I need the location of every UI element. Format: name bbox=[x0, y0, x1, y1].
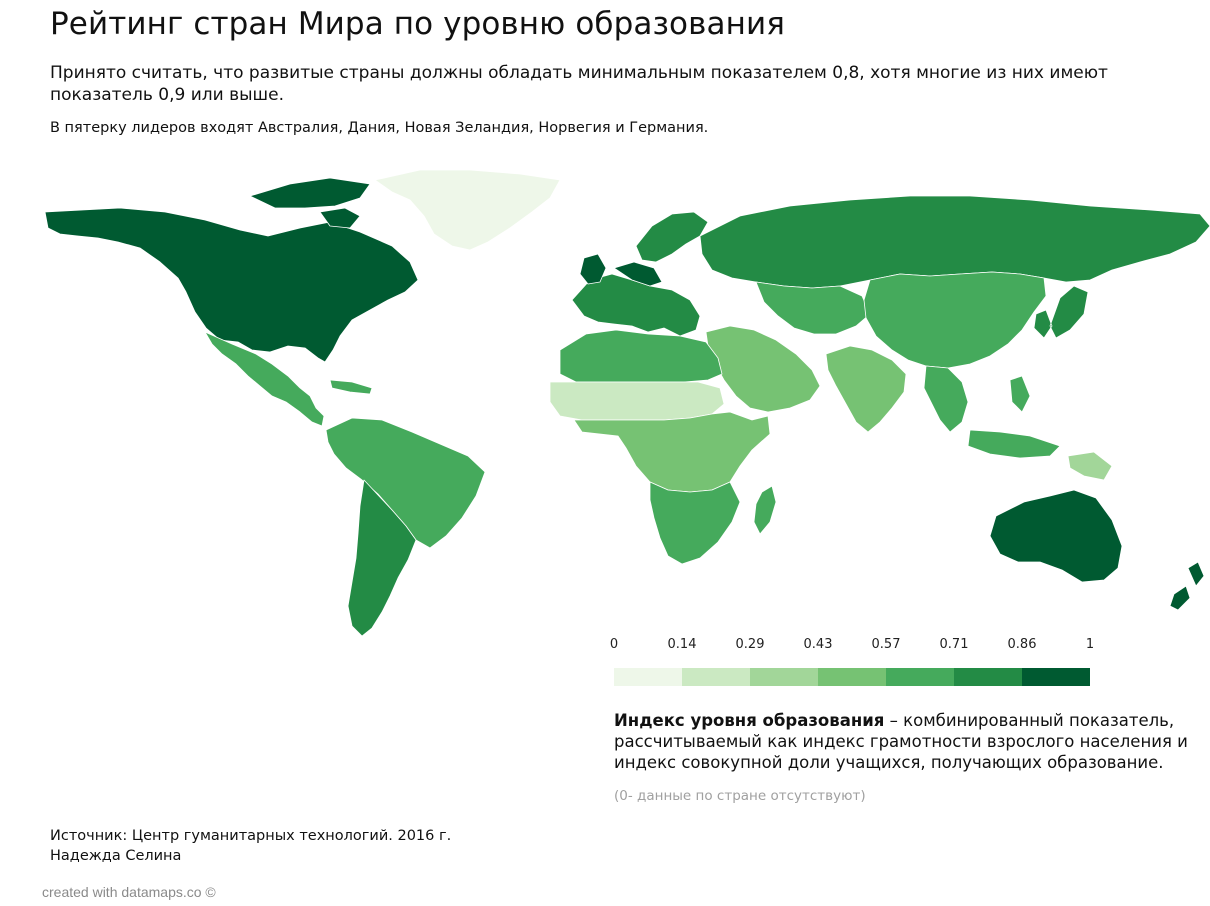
legend-tick-labels: 0 0.14 0.29 0.43 0.57 0.71 0.86 1 bbox=[610, 637, 1094, 657]
region-nordic[interactable] bbox=[635, 211, 709, 263]
region-new-zealand[interactable] bbox=[1169, 561, 1205, 611]
region-papua[interactable] bbox=[1067, 451, 1113, 481]
legend-swatch bbox=[750, 668, 818, 686]
region-north-america[interactable] bbox=[44, 207, 419, 363]
author-line: Надежда Селина bbox=[50, 848, 182, 864]
region-south-america[interactable] bbox=[325, 417, 486, 549]
world-map[interactable] bbox=[0, 150, 1210, 650]
no-data-note: (0- данные по стране отсутствуют) bbox=[614, 788, 866, 804]
region-australia[interactable] bbox=[989, 489, 1123, 583]
source-info: Источник: Центр гуманитарных технологий.… bbox=[50, 826, 451, 866]
legend-color-scale bbox=[614, 668, 1090, 686]
legend-tick-label: 0.43 bbox=[803, 637, 833, 652]
region-japan-korea[interactable] bbox=[1033, 285, 1089, 339]
region-germany-denmark[interactable] bbox=[613, 261, 663, 287]
index-description-text: – комбинированный показатель, рассчитыва… bbox=[614, 711, 1188, 772]
legend-tick-label: 0 bbox=[609, 637, 619, 652]
region-western-europe[interactable] bbox=[571, 273, 701, 337]
region-southeast-asia[interactable] bbox=[923, 365, 1061, 459]
legend-tick-label: 0.57 bbox=[871, 637, 901, 652]
index-description: Индекс уровня образования – комбинирован… bbox=[614, 710, 1204, 773]
region-south-asia[interactable] bbox=[825, 345, 907, 433]
region-caribbean[interactable] bbox=[329, 379, 373, 395]
legend-swatch bbox=[886, 668, 954, 686]
datamaps-credit[interactable]: created with datamaps.co © bbox=[42, 884, 216, 900]
region-central-asia[interactable] bbox=[755, 281, 871, 335]
region-mexico[interactable] bbox=[204, 331, 325, 427]
region-madagascar[interactable] bbox=[753, 485, 777, 535]
region-arctic-islands[interactable] bbox=[249, 177, 371, 229]
legend-tick-label: 1 bbox=[1085, 637, 1095, 652]
legend-swatch bbox=[682, 668, 750, 686]
legend-tick-label: 0.71 bbox=[939, 637, 969, 652]
legend-swatch bbox=[954, 668, 1022, 686]
legend-swatch bbox=[614, 668, 682, 686]
region-central-east-africa[interactable] bbox=[573, 411, 771, 493]
source-line: Источник: Центр гуманитарных технологий.… bbox=[50, 828, 452, 844]
legend-tick-label: 0.86 bbox=[1007, 637, 1037, 652]
legend-tick-label: 0.14 bbox=[667, 637, 697, 652]
region-china[interactable] bbox=[863, 271, 1047, 369]
legend-tick-label: 0.29 bbox=[735, 637, 765, 652]
page-title: Рейтинг стран Мира по уровню образования bbox=[50, 6, 785, 42]
index-description-title: Индекс уровня образования bbox=[614, 711, 885, 730]
region-british-isles[interactable] bbox=[579, 253, 607, 285]
leaders-note: В пятерку лидеров входят Австралия, Дани… bbox=[50, 120, 709, 136]
legend-swatch bbox=[818, 668, 886, 686]
region-greenland[interactable] bbox=[374, 169, 561, 251]
region-southern-cone[interactable] bbox=[347, 479, 417, 637]
legend-swatch bbox=[1022, 668, 1090, 686]
region-north-africa[interactable] bbox=[559, 329, 723, 383]
subtitle: Принято считать, что развитые страны дол… bbox=[50, 63, 1108, 105]
region-sahel[interactable] bbox=[549, 381, 725, 421]
region-southern-africa[interactable] bbox=[649, 481, 741, 565]
